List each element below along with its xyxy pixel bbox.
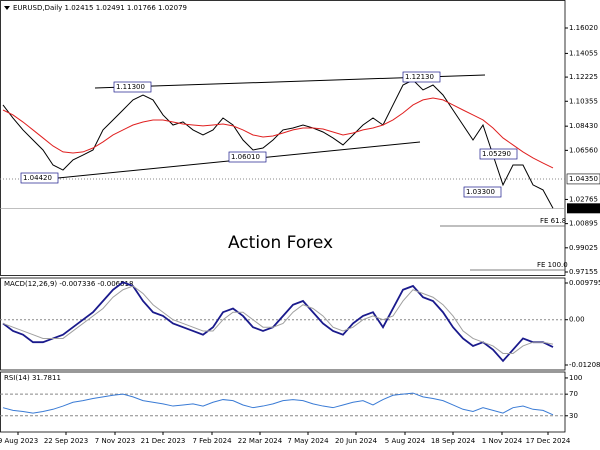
y-tick-label: 70: [569, 390, 578, 398]
annotation: 1.05290: [482, 150, 511, 158]
y-tick-label: 1.02765: [569, 195, 598, 203]
y-tick-label: 1.14055: [569, 49, 598, 57]
last-price-box: [567, 203, 600, 214]
x-tick-label: 7 Nov 2023: [95, 437, 135, 445]
series-line: [2, 97, 554, 169]
x-tick-label: 22 Sep 2023: [44, 437, 88, 445]
x-tick-label: 17 Dec 2024: [526, 437, 571, 445]
rsi-title: RSI(14) 31.7811: [4, 374, 61, 382]
fibo-label: FE 61.8: [540, 217, 566, 225]
level-label-box: [566, 173, 600, 185]
x-tick-label: 9 Aug 2023: [0, 437, 38, 445]
x-tick-label: 7 Feb 2024: [192, 437, 232, 445]
x-tick-label: 7 May 2024: [287, 437, 329, 445]
annotation: 1.11300: [116, 83, 145, 91]
y-tick-label: 0.009795: [569, 279, 600, 287]
y-tick-label: 30: [569, 412, 578, 420]
annotation-box: [20, 172, 59, 184]
y-tick-label: 0.97155: [569, 268, 598, 276]
y-tick-label: 1.12225: [569, 73, 598, 81]
x-tick-label: 22 Mar 2024: [238, 437, 283, 445]
annotation-box: [402, 71, 441, 83]
y-tick-label: 1.06560: [569, 146, 598, 154]
x-tick-label: 21 Dec 2023: [141, 437, 186, 445]
fibo-label: FE 100.0: [537, 261, 568, 269]
annotation: 1.04420: [23, 174, 52, 182]
watermark: Action Forex: [228, 233, 333, 253]
price-panel: [0, 0, 566, 276]
y-tick-label: 0.99025: [569, 244, 598, 252]
x-tick-label: 1 Nov 2024: [482, 437, 523, 445]
series-line: [2, 285, 554, 354]
collapse-icon: [4, 6, 10, 10]
macd-panel: [0, 277, 566, 371]
y-tick-label: 1.00895: [569, 220, 598, 228]
y-tick-label: 1.10355: [569, 97, 598, 105]
y-tick-label: 100: [569, 374, 582, 382]
annotation: 1.06010: [231, 153, 260, 161]
annotation-box: [479, 148, 518, 160]
x-tick-label: 5 Aug 2024: [385, 437, 426, 445]
rsi-panel: [0, 371, 566, 433]
annotation-box: [113, 81, 152, 93]
annotation: 1.12130: [405, 73, 434, 81]
x-tick-label: 20 Jun 2024: [335, 437, 378, 445]
y-tick-label: 0.00: [569, 316, 585, 324]
macd-title: MACD(12,26,9) -0.007336 -0.006518: [4, 280, 133, 288]
x-tick-label: 18 Sep 2024: [431, 437, 476, 445]
y-tick-label: 1.08430: [569, 122, 598, 130]
level-label: 1.04350: [569, 175, 598, 183]
series-line: [2, 281, 554, 363]
last-price-label: 1.02079: [569, 204, 598, 212]
annotation-box: [463, 186, 502, 198]
y-tick-label: 1.16020: [569, 24, 598, 32]
annotation-box: [228, 151, 267, 163]
price-title: EURUSD,Daily 1.02415 1.02491 1.01766 1.0…: [13, 4, 187, 12]
series-line: [2, 392, 554, 416]
annotation: 1.03300: [466, 188, 495, 196]
